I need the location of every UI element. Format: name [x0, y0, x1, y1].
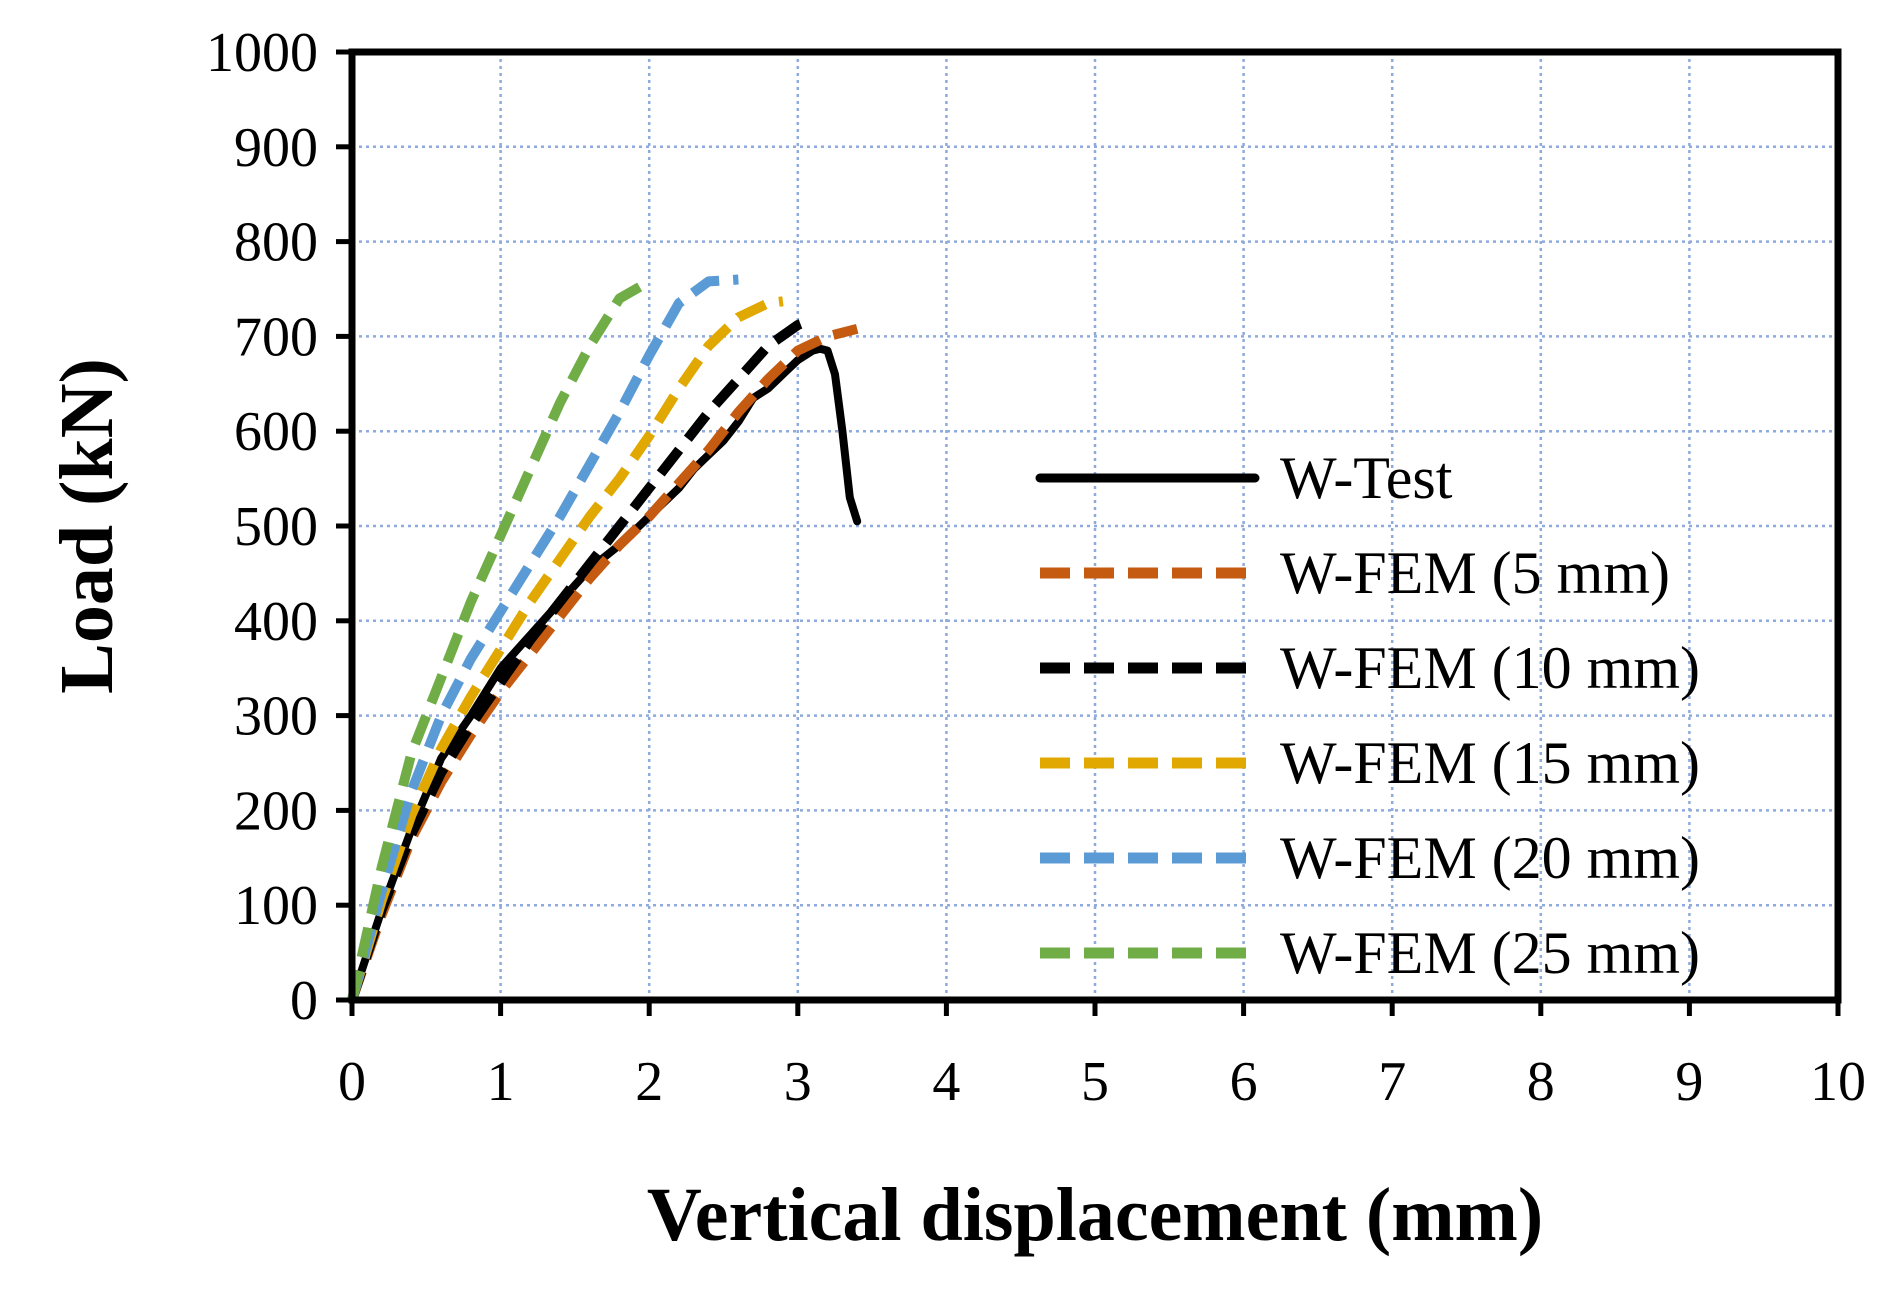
series-line-0	[348, 344, 862, 1004]
x-tick-label: 9	[1675, 1051, 1703, 1113]
legend-item: W-FEM (25 mm)	[1040, 920, 1700, 986]
x-tick-label: 4	[932, 1051, 960, 1113]
x-tick-label: 2	[635, 1051, 663, 1113]
legend-item: W-FEM (5 mm)	[1040, 540, 1670, 606]
series-line-5	[347, 277, 652, 1002]
legend-label: W-FEM (10 mm)	[1280, 635, 1700, 701]
y-tick-label: 100	[234, 875, 318, 937]
x-tick-label: 8	[1527, 1051, 1555, 1113]
y-tick-label: 200	[234, 780, 318, 842]
legend: W-Test W-FEM (5 mm) W-FEM (10 mm) W-FEM (15…	[1035, 445, 1700, 986]
x-tick-label: 6	[1230, 1051, 1258, 1113]
legend-label: W-FEM (15 mm)	[1280, 730, 1700, 796]
x-tick-label: 0	[338, 1051, 366, 1113]
legend-label: W-FEM (25 mm)	[1280, 920, 1700, 986]
y-tick-label: 900	[234, 117, 318, 179]
y-tick-label: 500	[234, 496, 318, 558]
legend-label: W-Test	[1280, 445, 1453, 511]
series-layer	[347, 274, 862, 1004]
series-line-2	[347, 314, 815, 1002]
x-axis-title: Vertical displacement (mm)	[647, 1173, 1543, 1257]
y-tick-label: 0	[290, 970, 318, 1032]
x-tick-label: 3	[784, 1051, 812, 1113]
x-tick-label: 10	[1810, 1051, 1866, 1113]
legend-item: W-Test	[1035, 445, 1453, 511]
legend-label: W-FEM (5 mm)	[1280, 540, 1670, 606]
legend-item: W-FEM (20 mm)	[1040, 825, 1700, 891]
legend-item: W-FEM (15 mm)	[1040, 730, 1700, 796]
y-tick-label: 600	[234, 401, 318, 463]
x-tick-label: 7	[1378, 1051, 1406, 1113]
series-line-4	[347, 274, 739, 1002]
y-tick-label: 700	[234, 306, 318, 368]
legend-item: W-FEM (10 mm)	[1040, 635, 1700, 701]
y-tick-label: 300	[234, 686, 318, 748]
tick-marks	[336, 49, 1841, 1016]
y-tick-label: 1000	[206, 22, 318, 84]
x-tick-label: 5	[1081, 1051, 1109, 1113]
x-tick-labels: 0 1 2 3 4 5 6 7 8 9 10	[338, 1051, 1866, 1113]
series-line-3	[347, 296, 784, 1002]
y-tick-labels: 0 100 200 300 400 500 600 700 800 900 1000	[206, 22, 318, 1032]
legend-label: W-FEM (20 mm)	[1280, 825, 1700, 891]
x-tick-label: 1	[487, 1051, 515, 1113]
y-tick-label: 400	[234, 591, 318, 653]
y-tick-label: 800	[234, 212, 318, 274]
y-axis-title: Load (kN)	[45, 358, 129, 694]
